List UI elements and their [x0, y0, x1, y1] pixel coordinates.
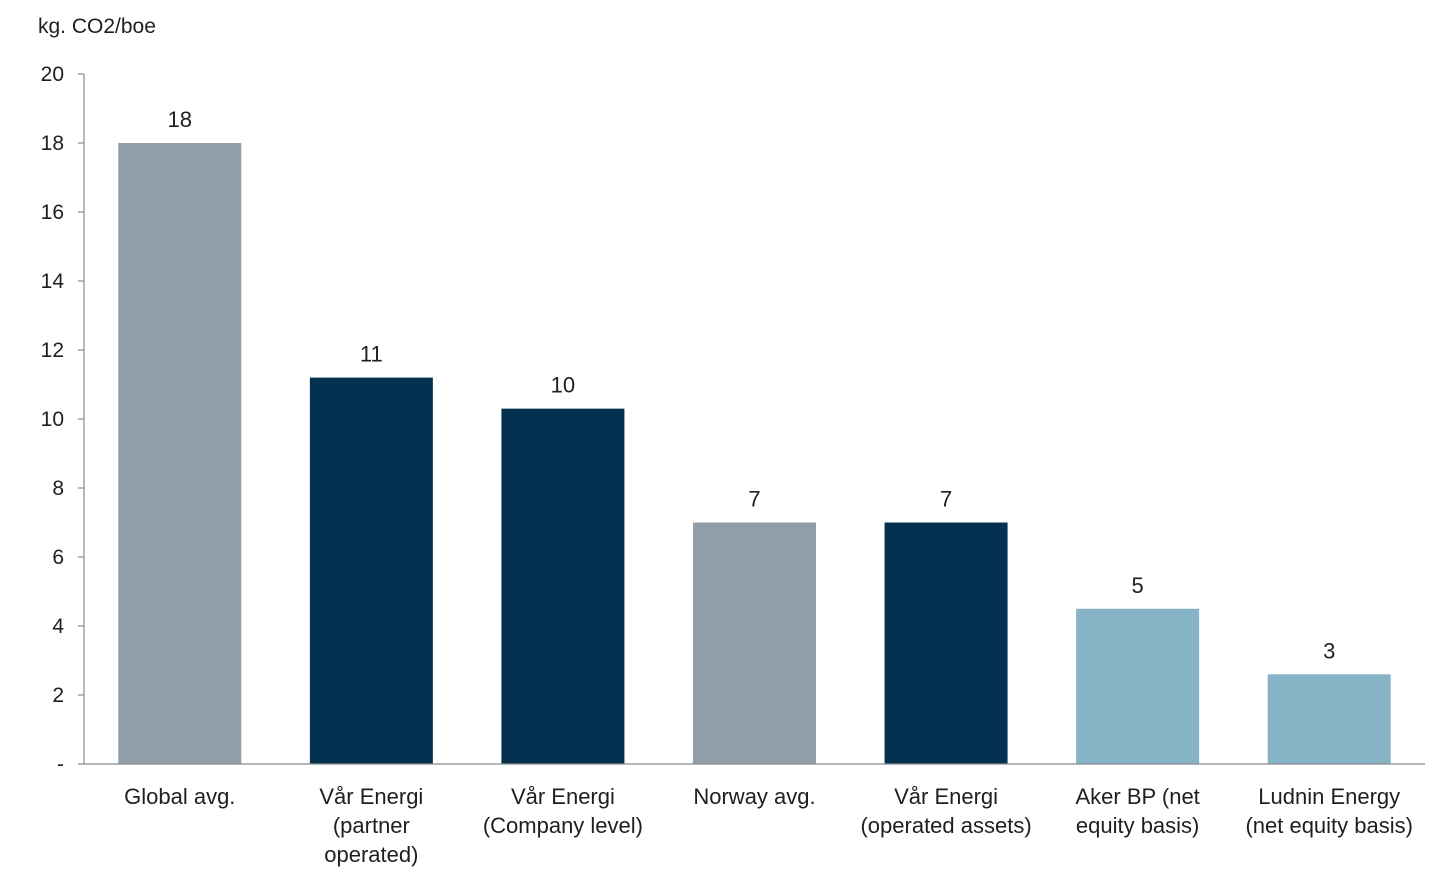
category-label: Global avg. — [124, 784, 235, 809]
y-axis-unit-label: kg. CO2/boe — [38, 15, 156, 38]
category-label: Vår Energi (partner operated) — [319, 784, 423, 867]
data-label: 18 — [168, 107, 192, 132]
x-axis: Global avg. Vår Energi (partner operated) Vå… — [84, 763, 1425, 867]
y-tick-label: 2 — [52, 684, 64, 707]
y-tick-label: 10 — [41, 408, 64, 431]
category-label: Vår Energi (operated assets) — [860, 784, 1031, 838]
data-label: 7 — [940, 487, 952, 512]
data-label: 10 — [551, 373, 575, 398]
category-label: Aker BP (net equity basis) — [1075, 784, 1199, 838]
bar — [501, 408, 625, 764]
data-label: 11 — [360, 342, 383, 367]
y-tick-label: 20 — [41, 63, 64, 86]
y-tick-label: 4 — [52, 615, 64, 638]
bar — [884, 522, 1008, 764]
data-label: 5 — [1132, 573, 1144, 598]
y-tick-label: - — [57, 753, 64, 776]
bar — [1267, 674, 1391, 764]
y-tick-label: 18 — [41, 132, 64, 155]
y-tick-label: 8 — [52, 477, 64, 500]
y-tick-label: 12 — [41, 339, 64, 362]
y-tick-label: 6 — [52, 546, 64, 569]
category-label: Ludnin Energy (net equity basis) — [1245, 784, 1413, 838]
y-tick-label: 16 — [41, 201, 64, 224]
data-label: 7 — [748, 487, 760, 512]
bar — [309, 377, 433, 764]
bar — [1076, 608, 1200, 764]
data-label: 3 — [1323, 638, 1335, 663]
bar — [118, 143, 242, 764]
bar — [693, 522, 816, 764]
bars: 18 11 10 7 7 5 3 — [118, 107, 1391, 764]
category-label: Norway avg. — [693, 784, 815, 809]
y-axis: - 2 4 6 8 10 12 14 16 18 20 — [41, 63, 85, 776]
y-tick-label: 14 — [41, 270, 65, 293]
category-label: Vår Energi (Company level) — [483, 784, 643, 838]
